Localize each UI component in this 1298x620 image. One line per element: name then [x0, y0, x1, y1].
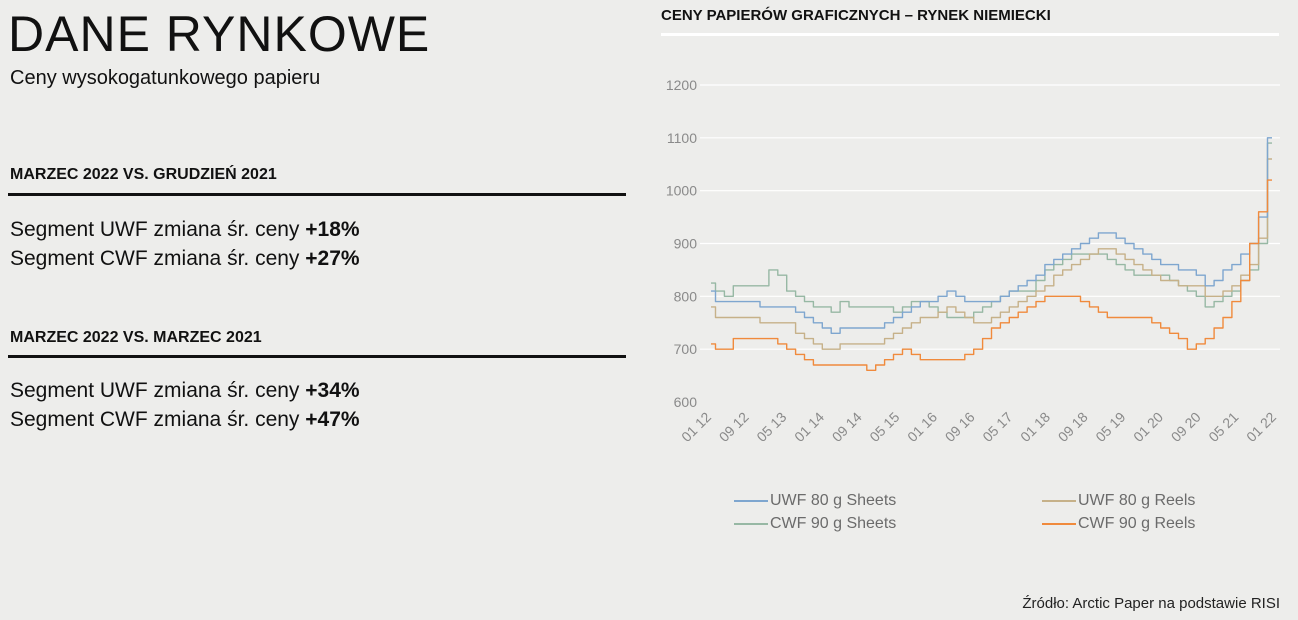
section-rule-2: [8, 355, 626, 358]
y-tick-label: 800: [674, 288, 698, 304]
x-tick-label: 09 16: [942, 409, 978, 445]
series-line-uwf-80-g-reels: [711, 158, 1272, 350]
legend-label: UWF 80 g Sheets: [770, 492, 897, 509]
stat-line-cwf-1: Segment CWF zmiana śr. ceny +27%: [10, 245, 360, 273]
stat-line-uwf-1: Segment UWF zmiana śr. ceny +18%: [10, 216, 360, 244]
stat-label: Segment UWF zmiana śr. ceny: [10, 218, 306, 241]
stat-value: +34%: [305, 379, 360, 402]
legend-item-cwf-reels: CWF 90 g Reels: [1042, 514, 1195, 534]
legend-swatch: [734, 523, 768, 525]
x-tick-label: 05 21: [1205, 409, 1241, 445]
legend-swatch: [734, 500, 768, 502]
legend-label: UWF 80 g Reels: [1078, 492, 1196, 509]
x-tick-label: 01 20: [1130, 409, 1166, 445]
stat-value: +47%: [305, 408, 360, 431]
x-tick-label: 05 13: [753, 409, 789, 445]
chart-title: CENY PAPIERÓW GRAFICZNYCH – RYNEK NIEMIE…: [661, 7, 1051, 24]
legend-label: CWF 90 g Reels: [1078, 515, 1196, 532]
series-line-cwf-90-g-sheets: [711, 142, 1272, 319]
series-line-uwf-80-g-sheets: [711, 137, 1272, 334]
section-heading-2: MARZEC 2022 VS. MARZEC 2021: [10, 329, 262, 346]
stat-value: +18%: [305, 218, 360, 241]
page-title: DANE RYNKOWE: [8, 6, 431, 62]
legend-item-uwf-sheets: UWF 80 g Sheets: [734, 491, 896, 511]
page-subtitle: Ceny wysokogatunkowego papieru: [10, 67, 321, 89]
stat-label: Segment CWF zmiana śr. ceny: [10, 247, 306, 270]
section-heading-1: MARZEC 2022 VS. GRUDZIEŃ 2021: [10, 166, 277, 183]
x-tick-label: 09 18: [1055, 409, 1091, 445]
x-tick-label: 01 22: [1243, 409, 1279, 445]
x-tick-label: 01 12: [678, 409, 714, 445]
x-tick-label: 05 19: [1092, 409, 1128, 445]
x-tick-label: 05 17: [979, 409, 1015, 445]
legend-item-cwf-sheets: CWF 90 g Sheets: [734, 514, 896, 534]
y-tick-label: 1200: [666, 77, 697, 93]
series-line-cwf-90-g-reels: [711, 179, 1272, 371]
section-rule-1: [8, 193, 626, 196]
x-tick-label: 09 12: [716, 409, 752, 445]
x-tick-label: 01 14: [791, 409, 827, 445]
x-tick-label: 09 20: [1168, 409, 1204, 445]
legend-label: CWF 90 g Sheets: [770, 515, 897, 532]
y-tick-label: 600: [674, 394, 698, 410]
chart-title-rule: [661, 33, 1279, 36]
y-tick-label: 1000: [666, 183, 697, 199]
stat-line-uwf-2: Segment UWF zmiana śr. ceny +34%: [10, 377, 360, 405]
stat-label: Segment UWF zmiana śr. ceny: [10, 379, 306, 402]
stat-value: +27%: [305, 247, 360, 270]
x-tick-label: 05 15: [866, 409, 902, 445]
x-tick-label: 09 14: [829, 409, 865, 445]
stat-line-cwf-2: Segment CWF zmiana śr. ceny +47%: [10, 406, 360, 434]
legend-swatch: [1042, 500, 1076, 502]
stat-label: Segment CWF zmiana śr. ceny: [10, 408, 306, 431]
source-note: Źródło: Arctic Paper na podstawie RISI: [1022, 595, 1280, 612]
y-tick-label: 700: [674, 341, 698, 357]
y-tick-label: 900: [674, 236, 698, 252]
legend-swatch: [1042, 523, 1076, 525]
y-tick-label: 1100: [667, 130, 697, 146]
x-tick-label: 01 16: [904, 409, 940, 445]
x-tick-label: 01 18: [1017, 409, 1053, 445]
legend-item-uwf-reels: UWF 80 g Reels: [1042, 491, 1195, 511]
